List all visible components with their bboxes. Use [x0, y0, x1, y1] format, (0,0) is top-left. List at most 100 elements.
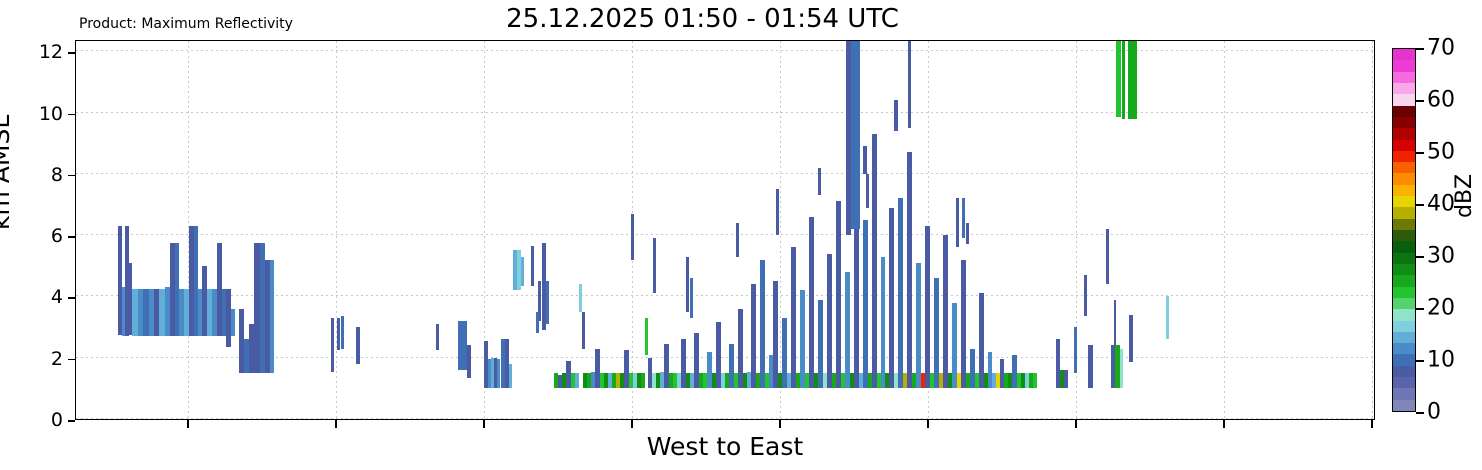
reflectivity-column	[996, 373, 1000, 389]
reflectivity-column	[984, 373, 988, 389]
reflectivity-column	[1129, 314, 1133, 363]
reflectivity-column	[467, 345, 471, 378]
reflectivity-column	[912, 373, 916, 389]
reflectivity-column	[608, 373, 612, 389]
reflectivity-column	[939, 373, 943, 389]
reflectivity-column	[118, 225, 122, 335]
reflectivity-column	[231, 308, 235, 337]
colorbar-band	[1393, 388, 1415, 400]
reflectivity-column	[624, 350, 629, 389]
reflectivity-column	[1120, 348, 1123, 389]
reflectivity-column	[1115, 345, 1120, 389]
colorbar-band	[1393, 399, 1415, 411]
colorbar-band	[1393, 230, 1415, 242]
colorbar-band	[1393, 354, 1415, 366]
gridline-vertical	[1372, 41, 1373, 419]
colorbar-band	[1393, 309, 1415, 321]
colorbar-tick-mark	[1416, 360, 1424, 362]
reflectivity-column	[566, 360, 571, 389]
reflectivity-column	[436, 324, 439, 351]
x-tick-mark	[1371, 420, 1373, 428]
y-tick-mark	[68, 297, 75, 299]
reflectivity-column	[536, 311, 539, 334]
colorbar-band	[1393, 128, 1415, 140]
reflectivity-column	[217, 242, 222, 337]
reflectivity-column	[1056, 339, 1060, 389]
reflectivity-column	[505, 339, 509, 389]
reflectivity-column	[488, 359, 491, 389]
y-tick-mark	[68, 174, 75, 177]
reflectivity-column	[707, 351, 712, 389]
reflectivity-column	[966, 373, 970, 389]
reflectivity-column	[877, 373, 881, 389]
reflectivity-column	[637, 373, 641, 389]
reflectivity-column	[143, 288, 149, 337]
reflectivity-column	[660, 371, 664, 389]
colorbar-tick-label: 60	[1427, 87, 1455, 113]
colorbar-band	[1393, 82, 1415, 95]
colorbar-label: dBZ	[1452, 173, 1477, 218]
reflectivity-column	[863, 146, 867, 174]
colorbar-band	[1393, 207, 1415, 219]
reflectivity-column	[165, 287, 170, 337]
reflectivity-column	[885, 373, 889, 389]
reflectivity-column	[894, 100, 898, 131]
reflectivity-column	[712, 373, 716, 389]
gridline-horizontal	[76, 356, 1374, 358]
reflectivity-column	[484, 340, 488, 389]
reflectivity-column	[814, 373, 818, 389]
reflectivity-column	[729, 343, 734, 389]
gridline-horizontal	[76, 418, 1374, 419]
y-tick-label: 6	[50, 225, 63, 248]
reflectivity-column	[957, 373, 961, 389]
gridline-horizontal	[76, 234, 1374, 236]
reflectivity-column	[491, 357, 494, 389]
reflectivity-column	[889, 207, 894, 389]
reflectivity-column	[1008, 373, 1012, 389]
gridline-vertical	[336, 41, 337, 419]
colorbar-band	[1393, 71, 1415, 83]
reflectivity-column	[591, 371, 595, 389]
reflectivity-column	[1021, 373, 1025, 389]
reflectivity-column	[776, 189, 779, 236]
reflectivity-column	[254, 242, 260, 374]
reflectivity-column	[765, 373, 769, 389]
x-axis-label: West to East	[646, 432, 804, 461]
reflectivity-column	[952, 302, 957, 389]
reflectivity-column	[341, 316, 344, 349]
reflectivity-column	[818, 167, 821, 196]
reflectivity-column	[673, 373, 677, 389]
reflectivity-column	[703, 373, 707, 389]
y-tick-mark	[68, 358, 75, 361]
colorbar-band	[1393, 94, 1415, 106]
reflectivity-column	[1064, 369, 1068, 389]
x-tick-mark	[483, 420, 485, 428]
colorbar-tick-mark	[1416, 412, 1424, 414]
reflectivity-column	[538, 281, 541, 321]
reflectivity-column	[796, 373, 800, 389]
colorbar-band	[1393, 343, 1415, 355]
reflectivity-column	[916, 262, 921, 389]
reflectivity-column	[823, 373, 827, 389]
gridline-vertical	[1076, 41, 1077, 419]
reflectivity-column	[907, 152, 912, 389]
colorbar-band	[1393, 218, 1415, 230]
y-tick-label: 4	[50, 286, 63, 309]
reflectivity-column	[1116, 41, 1121, 118]
gridline-horizontal	[76, 295, 1374, 297]
reflectivity-column	[736, 222, 739, 257]
colorbar-band	[1393, 320, 1415, 332]
reflectivity-column	[934, 278, 939, 389]
gridline-vertical	[188, 41, 189, 419]
reflectivity-column	[521, 256, 524, 286]
reflectivity-column	[562, 373, 566, 389]
reflectivity-column	[800, 290, 805, 389]
reflectivity-column	[1029, 373, 1033, 389]
colorbar: 0 10 20 30 40 50 60 70	[1392, 36, 1455, 425]
colorbar-band	[1393, 60, 1415, 72]
reflectivity-column	[681, 339, 686, 389]
y-tick-mark	[68, 420, 75, 422]
reflectivity-column	[1074, 327, 1077, 374]
reflectivity-column	[129, 262, 132, 335]
reflectivity-column	[645, 317, 648, 355]
